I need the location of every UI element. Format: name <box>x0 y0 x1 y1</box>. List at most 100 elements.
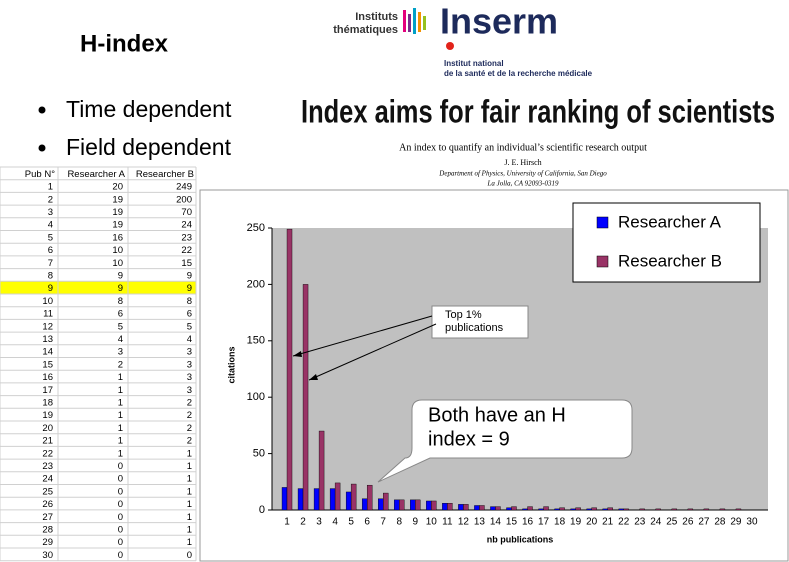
bullet <box>38 106 46 114</box>
table-cell: 28 <box>42 524 53 535</box>
bar <box>618 508 624 511</box>
table-cell: 6 <box>187 309 192 320</box>
paper-title: An index to quantify an individual’s sci… <box>399 142 647 153</box>
table-cell: 2 <box>187 436 192 447</box>
table-cell: 0 <box>118 461 123 472</box>
highlight-row <box>0 281 196 294</box>
bullet <box>38 144 46 152</box>
bar <box>586 508 592 511</box>
table-cell: 1 <box>118 436 123 447</box>
table-cell: 11 <box>43 309 53 320</box>
bar <box>474 505 480 511</box>
table-cell: 1 <box>187 461 192 472</box>
bar <box>623 508 629 511</box>
y-tick-label: 100 <box>247 391 265 403</box>
x-tick-label: 29 <box>730 517 742 528</box>
table-cell: 0 <box>118 550 123 561</box>
bullet-text: Field dependent <box>66 134 232 160</box>
bar <box>591 507 597 511</box>
table-cell: 9 <box>48 283 53 294</box>
table-cell: 4 <box>118 334 123 345</box>
x-tick-label: 14 <box>490 517 502 528</box>
bar <box>302 284 309 511</box>
y-tick-label: 250 <box>247 222 265 234</box>
x-tick-label: 3 <box>316 517 322 528</box>
table-cell: 19 <box>112 194 123 205</box>
table-cell: 249 <box>176 182 192 193</box>
logo-name: Inserm <box>440 1 558 42</box>
bar <box>703 508 710 511</box>
table-cell: 1 <box>187 486 192 497</box>
table-cell: 19 <box>42 410 53 421</box>
table-cell: 3 <box>118 347 123 358</box>
bar <box>479 505 485 511</box>
table-cell: 3 <box>187 359 192 370</box>
table-cell: 15 <box>181 258 192 269</box>
table-cell: 1 <box>118 423 123 434</box>
bar <box>719 508 726 511</box>
logo-group: Instituts <box>355 11 398 23</box>
table-cell: 12 <box>42 321 53 332</box>
table-cell: 9 <box>187 270 192 281</box>
table-cell: 70 <box>181 207 192 218</box>
table-cell: 3 <box>187 385 192 396</box>
x-tick-label: 27 <box>698 517 710 528</box>
y-tick-label: 200 <box>247 278 265 290</box>
table-cell: 1 <box>118 385 123 396</box>
table-cell: 8 <box>48 270 53 281</box>
bar <box>463 504 469 511</box>
table-cell: 19 <box>112 220 123 231</box>
legend-label: Researcher B <box>618 251 722 270</box>
x-tick-label: 25 <box>666 517 678 528</box>
table-cell: 16 <box>112 232 123 243</box>
legend-swatch <box>596 216 609 229</box>
table-cell: 8 <box>187 296 192 307</box>
bar <box>506 507 512 511</box>
table-cell: 6 <box>48 245 53 256</box>
bar <box>602 508 608 511</box>
bar <box>318 430 325 511</box>
x-tick-label: 8 <box>396 517 402 528</box>
bar <box>607 507 613 511</box>
table-cell: 1 <box>118 448 123 459</box>
table-cell: 6 <box>118 309 123 320</box>
x-tick-label: 22 <box>618 517 630 528</box>
table-header: Researcher A <box>67 169 125 180</box>
bar <box>554 508 560 511</box>
table-cell: 3 <box>187 372 192 383</box>
table-cell: 1 <box>187 537 192 548</box>
bar <box>447 503 453 511</box>
bar <box>334 482 341 511</box>
table-cell: 23 <box>181 232 192 243</box>
table-cell: 5 <box>118 321 123 332</box>
bar <box>297 488 304 511</box>
table-cell: 1 <box>118 410 123 421</box>
x-tick-label: 4 <box>332 517 338 528</box>
table-cell: 4 <box>48 220 53 231</box>
x-tick-label: 16 <box>522 517 534 528</box>
table-cell: 8 <box>118 296 123 307</box>
table-cell: 0 <box>118 486 123 497</box>
x-tick-label: 17 <box>538 517 550 528</box>
table-cell: 16 <box>42 372 53 383</box>
table-cell: 27 <box>42 512 53 523</box>
bar <box>671 508 678 511</box>
bar <box>495 506 501 511</box>
paper-headline: Index aims for fair ranking of scientist… <box>301 93 775 129</box>
bar <box>522 508 528 511</box>
table-cell: 0 <box>118 512 123 523</box>
table-cell: 9 <box>118 283 123 294</box>
table-cell: 15 <box>42 359 53 370</box>
logo-tagline: Institut national <box>444 59 504 68</box>
y-tick-label: 50 <box>253 448 265 460</box>
x-tick-label: 1 <box>284 517 290 528</box>
bar <box>655 508 661 511</box>
table-cell: 14 <box>42 347 53 358</box>
annotation-arrow <box>292 315 433 357</box>
bar <box>281 487 288 511</box>
table-cell: 2 <box>187 397 192 408</box>
x-tick-label: 18 <box>554 517 566 528</box>
annotation-box <box>431 305 529 339</box>
bar <box>410 499 416 511</box>
